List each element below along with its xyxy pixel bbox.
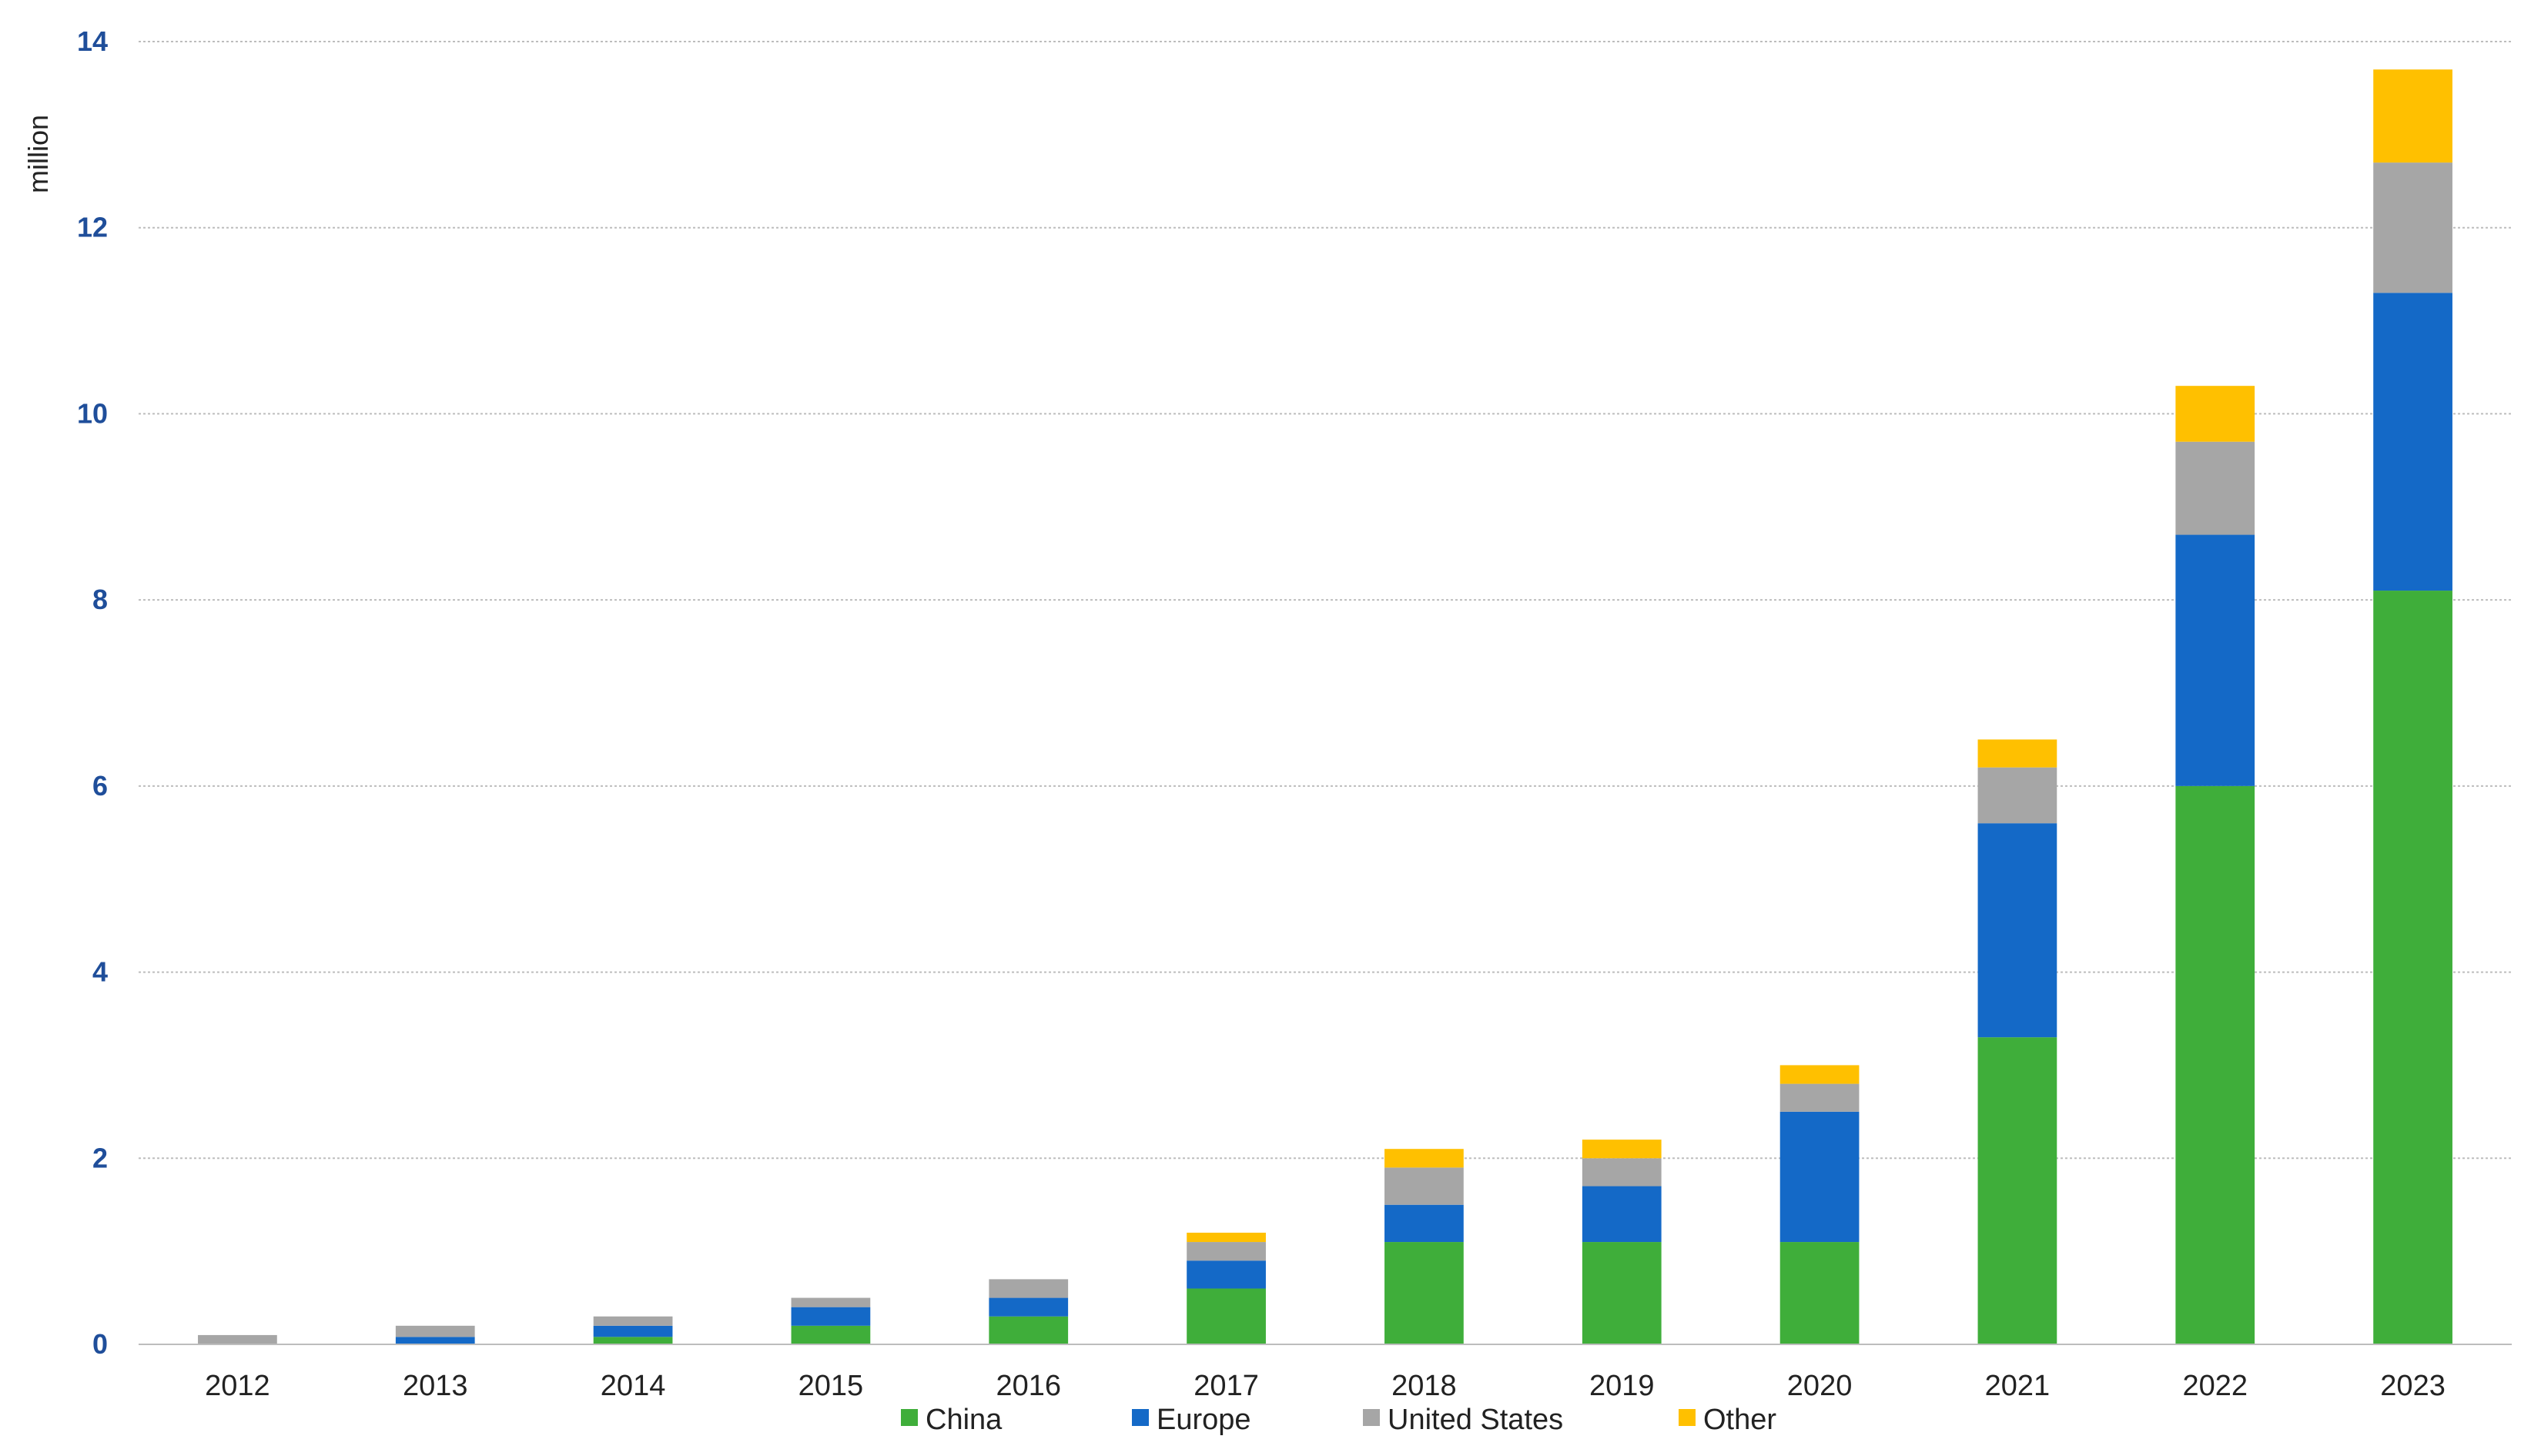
y-tick-label: 0 [92,1328,108,1360]
bar-segment [2373,293,2452,591]
bar-segment [1384,1204,1464,1243]
legend-label: Europe [1157,1404,1251,1436]
bar-segment [2175,785,2255,1344]
bar-segment [593,1337,673,1344]
bar-segment [2373,591,2452,1344]
bar-segment [1779,1111,1860,1243]
bar-segment [1582,1158,1662,1187]
x-tick-label: 2014 [601,1370,666,1402]
x-tick-label: 2021 [1985,1370,2051,1402]
bar-segment [2373,69,2452,163]
bar-segment [593,1325,673,1337]
legend-label: China [926,1404,1003,1436]
bar-segment [989,1279,1069,1298]
y-tick-label: 14 [77,25,108,57]
x-tick-label: 2023 [2380,1370,2446,1402]
bar-segment [1977,1037,2057,1344]
legend-label: United States [1388,1404,1563,1436]
legend-swatch [901,1409,918,1426]
y-tick-label: 2 [92,1142,108,1173]
bar-segment [198,1334,277,1344]
x-tick-label: 2016 [996,1370,1061,1402]
y-axis-ticks: 0 2 4 6 8 10 12 14 [77,25,108,1360]
legend-swatch [1363,1409,1380,1426]
bar-segment [1384,1242,1464,1344]
x-tick-label: 2020 [1787,1370,1853,1402]
bar-segment [1582,1186,1662,1243]
y-tick-label: 10 [77,397,108,429]
bar-segment [1779,1083,1860,1112]
bar-segment [791,1325,871,1344]
x-tick-label: 2019 [1589,1370,1655,1402]
gridlines [139,41,2512,1160]
bar-segment [1977,823,2057,1038]
bar-segment [1384,1149,1464,1168]
bar-segment [2175,534,2255,786]
y-tick-label: 8 [92,584,108,615]
bars [198,69,2452,1344]
y-tick-label: 4 [92,956,108,988]
y-tick-label: 6 [92,770,108,802]
bar-segment [395,1325,475,1337]
y-tick-label: 12 [77,212,108,243]
bar-segment [395,1337,475,1344]
bar-segment [1779,1065,1860,1084]
legend-swatch [1679,1409,1696,1426]
bar-segment [1187,1260,1266,1289]
bar-segment [1187,1242,1266,1261]
bar-segment [791,1307,871,1326]
x-tick-label: 2022 [2182,1370,2248,1402]
bar-segment [2175,441,2255,535]
legend-label: Other [1703,1404,1776,1436]
bar-segment [1187,1232,1266,1243]
x-tick-label: 2013 [403,1370,468,1402]
bar-segment [791,1297,871,1307]
bar-segment [593,1316,673,1326]
bar-segment [989,1316,1069,1344]
bar-segment [1384,1167,1464,1205]
bar-segment [1187,1288,1266,1344]
bar-segment [2175,386,2255,442]
bar-segment [1582,1140,1662,1159]
x-tick-label: 2012 [205,1370,270,1402]
x-axis-ticks: 2012 2013 2014 2015 2016 2017 2018 2019 2020 2021… [205,1370,2446,1402]
bar-segment [1779,1242,1860,1344]
x-tick-label: 2015 [798,1370,864,1402]
x-tick-label: 2018 [1391,1370,1457,1402]
bar-segment [1582,1242,1662,1344]
x-tick-label: 2017 [1194,1370,1259,1402]
legend: China Europe United States Other [901,1404,1776,1436]
y-axis-label: million [22,115,54,193]
bar-segment [989,1297,1069,1317]
bar-segment [1977,739,2057,768]
legend-swatch [1132,1409,1149,1426]
bar-segment [2373,162,2452,293]
bar-segment [1977,767,2057,824]
